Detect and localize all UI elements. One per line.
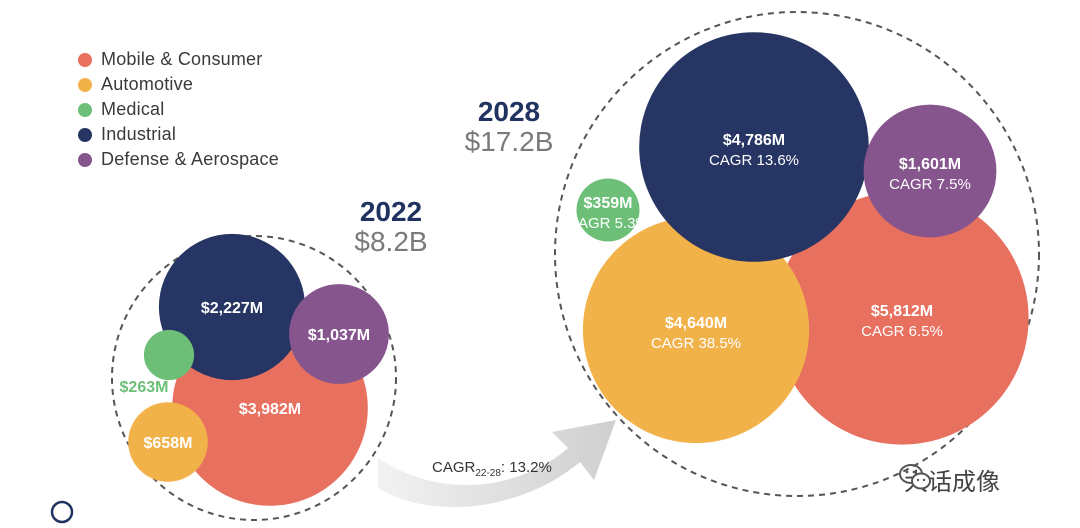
legend-item-automotive: Automotive — [78, 72, 279, 97]
bubble-value-label: $263M — [120, 379, 169, 396]
bubble-2028-defense-aerospace — [863, 104, 997, 238]
bubble-2022-automotive — [128, 402, 208, 482]
bubble-2022-industrial — [158, 233, 306, 381]
bubble-2028-automotive — [582, 216, 810, 444]
partial-logo-icon — [50, 500, 74, 524]
legend-item-mobile-consumer: Mobile & Consumer — [78, 47, 279, 72]
legend-label: Automotive — [101, 74, 194, 94]
group-boundary-2028 — [554, 11, 1040, 497]
bubbles-2022: $3,982M $2,227M $1,037M $658M $263M — [120, 233, 389, 506]
growth-cagr-subscript: 22-28 — [475, 468, 501, 479]
growth-cagr-prefix: CAGR — [432, 459, 476, 476]
legend-swatch — [78, 102, 92, 117]
bubble-cagr-label: CAGR 38.5% — [651, 335, 741, 352]
legend-swatch — [78, 77, 92, 92]
bubble-value-label: $4,640M — [665, 315, 727, 332]
legend-label: Defense & Aerospace — [101, 149, 279, 169]
bubble-value-label: $1,601M — [899, 156, 961, 173]
group-boundary-2022 — [111, 235, 397, 521]
legend-item-industrial: Industrial — [78, 122, 279, 147]
year-2022-total: $8.2B — [354, 226, 428, 257]
bubble-cagr-label: CAGR 5.3% — [567, 215, 649, 232]
bubble-value-label: $658M — [144, 435, 193, 452]
wechat-icon — [899, 464, 931, 490]
bubble-value-label: $5,812M — [871, 303, 933, 320]
bubble-value-label: $2,227M — [201, 300, 263, 317]
growth-cagr-label: CAGR22-28: 13.2% — [432, 459, 552, 479]
legend-swatch — [78, 127, 92, 142]
year-2022-label: 2022 — [359, 196, 423, 227]
legend-label: Medical — [101, 99, 165, 119]
bubble-2028-medical — [576, 178, 640, 242]
bubble-cagr-label: CAGR 6.5% — [861, 323, 943, 340]
bubble-value-label: $359M — [584, 195, 633, 212]
bubble-2028-industrial — [639, 32, 869, 262]
legend-item-medical: Medical — [78, 97, 279, 122]
legend-label: Mobile & Consumer — [101, 49, 263, 69]
legend-swatch — [78, 52, 92, 67]
bubble-value-label: $3,982M — [239, 401, 301, 418]
year-2028-total: $17.2B — [464, 126, 554, 157]
legend-item-defense-aerospace: Defense & Aerospace — [78, 147, 279, 172]
legend: Mobile & Consumer Automotive Medical Ind… — [78, 47, 279, 172]
bubble-2022-defense-aerospace — [289, 284, 389, 384]
bubble-value-label: $1,037M — [308, 327, 370, 344]
bubble-cagr-label: CAGR 7.5% — [889, 176, 971, 193]
bubble-2022-medical — [143, 329, 195, 381]
bubble-2028-mobile-consumer — [775, 191, 1029, 445]
bubble-value-label: $4,786M — [723, 132, 785, 149]
bubbles-2028: $359M CAGR 5.3% $5,812M CAGR 6.5% $4,640M CAG… — [567, 32, 1029, 445]
watermark: 大话成像 — [898, 462, 1000, 497]
bubble-cagr-label: CAGR 13.6% — [709, 152, 799, 169]
year-2028-label: 2028 — [477, 96, 541, 127]
growth-cagr-value: : 13.2% — [501, 459, 552, 476]
legend-label: Industrial — [101, 124, 177, 144]
legend-swatch — [78, 152, 92, 167]
growth-arrow — [378, 420, 616, 508]
